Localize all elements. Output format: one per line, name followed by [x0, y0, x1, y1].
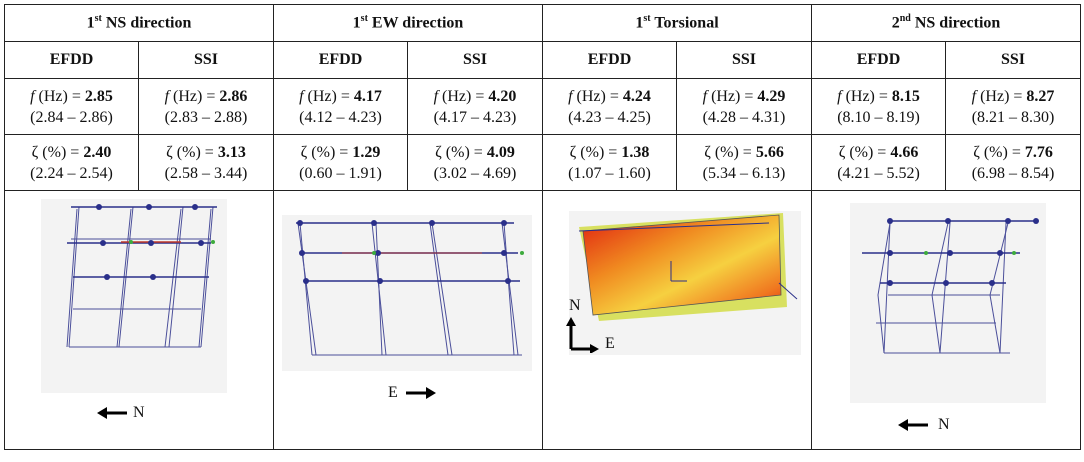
modal-results-table: 1st NS direction 1st EW direction 1st To…: [4, 4, 1082, 450]
frequency-cell: f (Hz) = 4.17 (4.12 – 4.23): [273, 78, 408, 135]
arrow-right-icon: [406, 387, 436, 399]
arrow-left-icon: [97, 407, 127, 419]
frequency-cell: f (Hz) = 8.15 (8.10 – 8.19): [811, 78, 947, 135]
direction-label: N: [938, 416, 950, 433]
mode-title-2: 1st EW direction: [273, 4, 543, 42]
damping-cell: ζ (%) = 5.66 (5.34 – 6.13): [675, 134, 813, 191]
damping-cell: ζ (%) = 3.13 (2.58 – 3.44): [138, 134, 274, 191]
mode-shape-cell-3: N E: [541, 190, 813, 450]
method-header-ssi: SSI: [407, 41, 543, 79]
frequency-cell: f (Hz) = 2.86 (2.83 – 2.88): [138, 78, 274, 135]
damping-cell: ζ (%) = 4.09 (3.02 – 4.69): [407, 134, 543, 191]
arrow-left-icon: [898, 419, 929, 431]
direction-label: E: [388, 384, 398, 401]
mode-title-3: 1st Torsional: [541, 4, 813, 42]
mode-title-1: 1st NS direction: [4, 4, 274, 42]
mode-shape-cell-1: N: [4, 190, 274, 450]
mode-shape-cell-2: E: [273, 190, 543, 450]
damping-cell: ζ (%) = 4.66 (4.21 – 5.52): [811, 134, 947, 191]
frequency-cell: f (Hz) = 2.85 (2.84 – 2.86): [4, 78, 139, 135]
damping-cell: ζ (%) = 7.76 (6.98 – 8.54): [945, 134, 1082, 191]
mode-title-4: 2nd NS direction: [811, 4, 1082, 42]
axes-icon: [566, 317, 599, 353]
method-header-efdd: EFDD: [542, 41, 677, 79]
method-header-efdd: EFDD: [273, 41, 408, 79]
torsional-mode-shape-figure: [578, 213, 798, 321]
frequency-cell: f (Hz) = 4.24 (4.23 – 4.25): [542, 78, 677, 135]
mode-shape-cell-4: N: [811, 190, 1082, 450]
mode-shape-image-2: [282, 215, 532, 371]
method-header-ssi: SSI: [945, 41, 1082, 79]
ew-mode-shape-figure: [296, 220, 524, 356]
frequency-cell: f (Hz) = 8.27 (8.21 – 8.30): [945, 78, 1082, 135]
ns-mode-shape-figure: [66, 204, 217, 348]
mode-shape-image-4: [850, 203, 1047, 403]
direction-label: N: [133, 404, 145, 421]
axis-label-e: E: [605, 335, 615, 352]
damping-cell: ζ (%) = 1.38 (1.07 – 1.60): [542, 134, 677, 191]
method-header-ssi: SSI: [138, 41, 274, 79]
damping-cell: ζ (%) = 2.40 (2.24 – 2.54): [4, 134, 139, 191]
mode-shape-image-1: [41, 199, 227, 393]
damping-cell: ζ (%) = 1.29 (0.60 – 1.91): [273, 134, 408, 191]
frequency-cell: f (Hz) = 4.20 (4.17 – 4.23): [407, 78, 543, 135]
ns2-mode-shape-figure: [862, 218, 1040, 354]
method-header-ssi: SSI: [675, 41, 813, 79]
method-header-efdd: EFDD: [4, 41, 139, 79]
method-header-efdd: EFDD: [811, 41, 947, 79]
mode-shape-image-3: [569, 211, 801, 355]
frequency-cell: f (Hz) = 4.29 (4.28 – 4.31): [675, 78, 813, 135]
axis-label-n: N: [569, 297, 581, 314]
